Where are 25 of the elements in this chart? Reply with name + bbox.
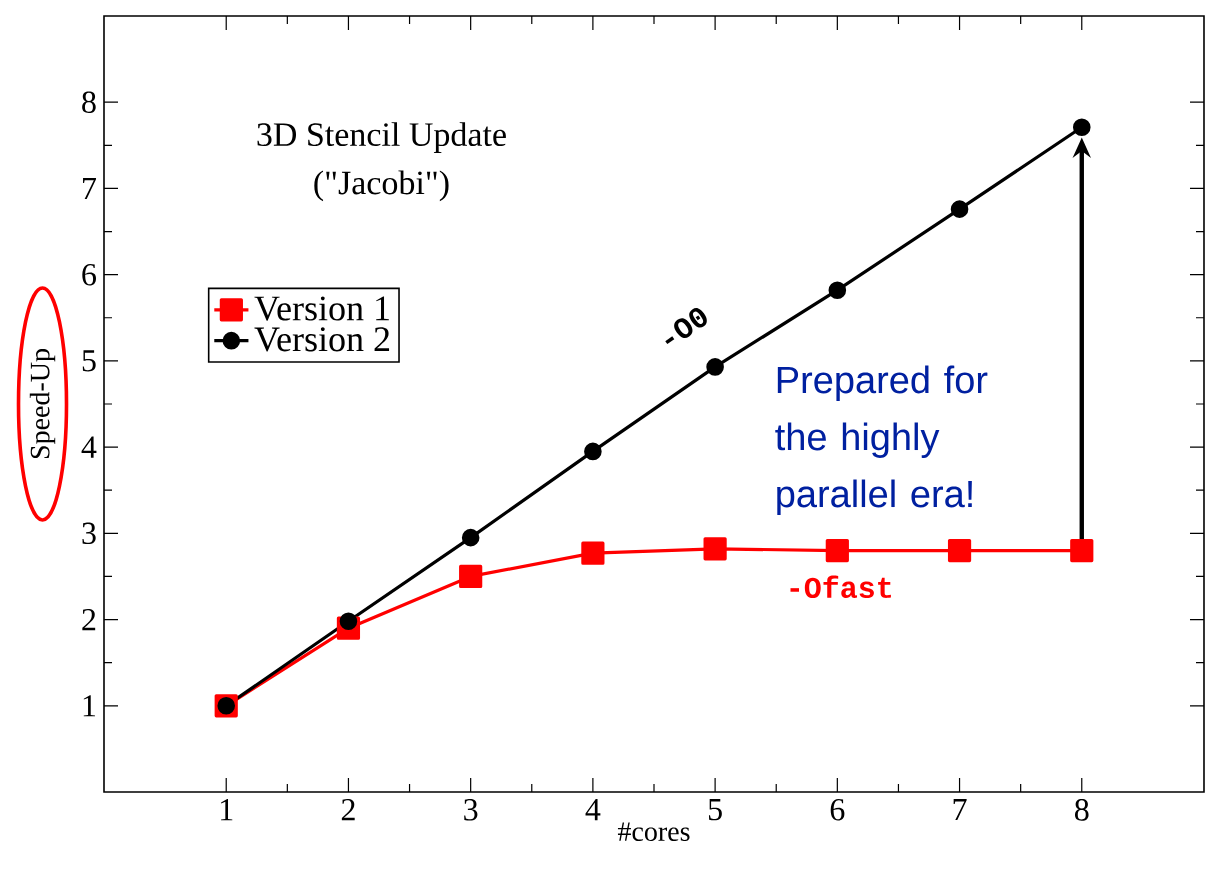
x-tick-label: 2 <box>341 799 355 821</box>
x-tick-label: 7 <box>953 799 967 821</box>
y-tick-label: 7 <box>83 177 97 199</box>
x-tick-label: 6 <box>830 799 845 821</box>
text: 3D Stencil Update <box>257 122 506 153</box>
y-tick-label: 4 <box>81 436 97 458</box>
text: ("Jacobi") <box>314 170 449 202</box>
x-tick-label: 5 <box>708 799 722 821</box>
x-axis-title: #cores <box>617 822 690 842</box>
y-tick-label: 1 <box>83 695 96 717</box>
y-tick-label: 6 <box>82 263 96 286</box>
x-tick-label: 8 <box>1075 799 1089 821</box>
y-axis-title: Speed-Up <box>29 349 56 459</box>
y-tick-label: 5 <box>82 350 96 372</box>
x-tick-label: 1 <box>221 799 233 821</box>
x-tick-label: 3 <box>464 799 478 821</box>
legend-label: Version 1 <box>254 296 389 321</box>
legend-label: Version 2 <box>254 327 390 352</box>
annotation: Prepared for the highly parallel era! <box>775 365 988 515</box>
annotation: -Ofast <box>790 575 891 599</box>
annotation: -O0 <box>665 308 707 345</box>
y-tick-label: 3 <box>82 522 96 545</box>
y-tick-label: 2 <box>82 608 96 631</box>
x-tick-label: 4 <box>585 799 601 821</box>
y-tick-label: 8 <box>82 91 96 114</box>
